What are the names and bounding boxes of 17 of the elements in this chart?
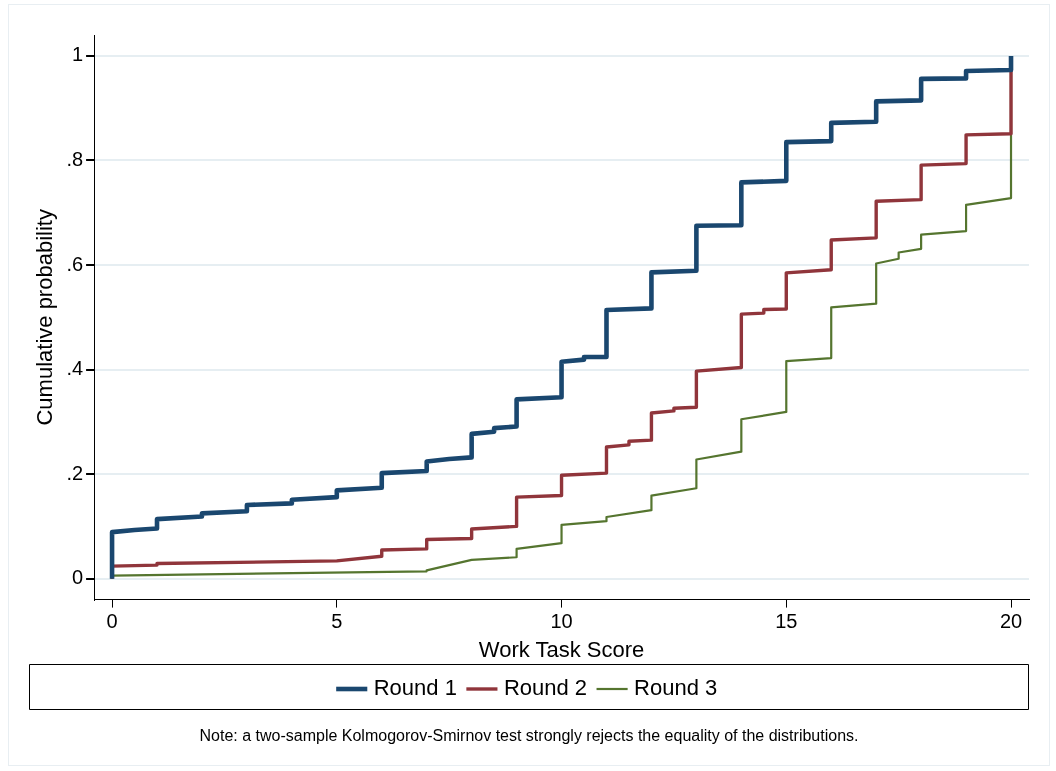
y-tick-label: .2 [66, 461, 84, 484]
x-tick-label: 20 [999, 610, 1023, 633]
legend-label: Round 1 [373, 675, 457, 701]
x-tick-label: 15 [775, 610, 798, 633]
x-tick-label: 0 [106, 610, 118, 633]
legend-label: Round 2 [503, 675, 588, 701]
x-axis-title: Work Task Score [478, 636, 645, 662]
legend-label: Round 3 [634, 675, 718, 701]
x-tick-label: 5 [331, 610, 343, 633]
x-tick-label: 10 [550, 610, 573, 633]
text: Note: a two-sample Kolmogorov-Smirnov test strongly rejects the equality of the distributions. [198, 727, 860, 745]
y-tick-label: .8 [66, 147, 84, 170]
y-axis-title: Cumulative probability [32, 209, 58, 426]
y-tick-label: 1 [71, 43, 84, 66]
y-tick-label: .6 [66, 252, 84, 275]
y-tick-label: 0 [71, 566, 84, 589]
y-tick-label: .4 [66, 357, 84, 380]
